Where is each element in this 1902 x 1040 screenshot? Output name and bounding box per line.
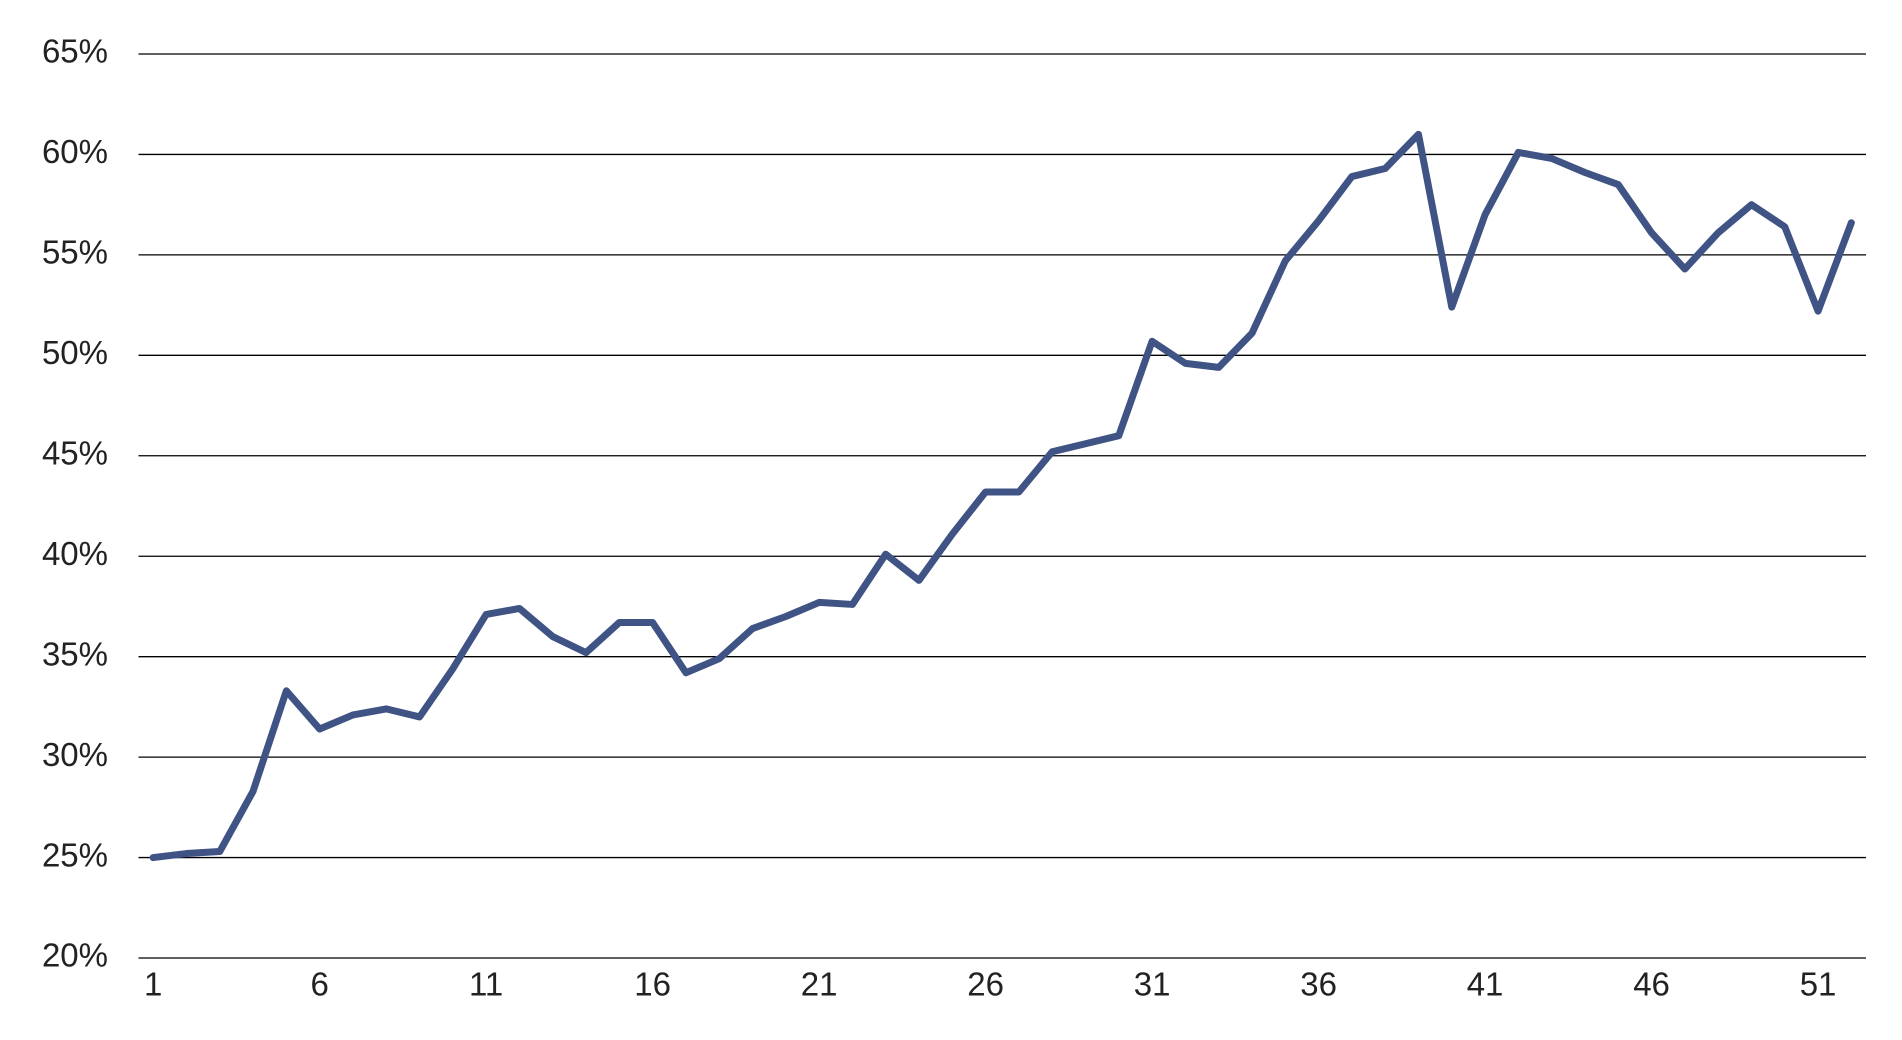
y-tick-label: 40%: [42, 535, 108, 572]
x-tick-label: 46: [1633, 966, 1670, 1003]
x-tick-label: 1: [144, 966, 162, 1003]
y-tick-label: 60%: [42, 133, 108, 170]
x-tick-label: 41: [1467, 966, 1504, 1003]
y-tick-label: 55%: [42, 234, 108, 271]
y-tick-label: 50%: [42, 334, 108, 371]
y-tick-label: 35%: [42, 635, 108, 672]
y-tick-label: 65%: [42, 33, 108, 70]
x-tick-label: 6: [310, 966, 328, 1003]
x-tick-label: 26: [967, 966, 1004, 1003]
x-tick-label: 11: [469, 966, 503, 1003]
y-tick-label: 20%: [42, 937, 108, 974]
x-tick-label: 21: [801, 966, 838, 1003]
x-tick-label: 51: [1800, 966, 1837, 1003]
x-tick-label: 36: [1300, 966, 1337, 1003]
x-tick-label: 31: [1134, 966, 1171, 1003]
y-tick-label: 25%: [42, 836, 108, 873]
data-line: [149, 130, 1855, 862]
y-tick-label: 45%: [42, 434, 108, 471]
y-tick-label: 30%: [42, 736, 108, 773]
x-tick-label: 16: [634, 966, 671, 1003]
